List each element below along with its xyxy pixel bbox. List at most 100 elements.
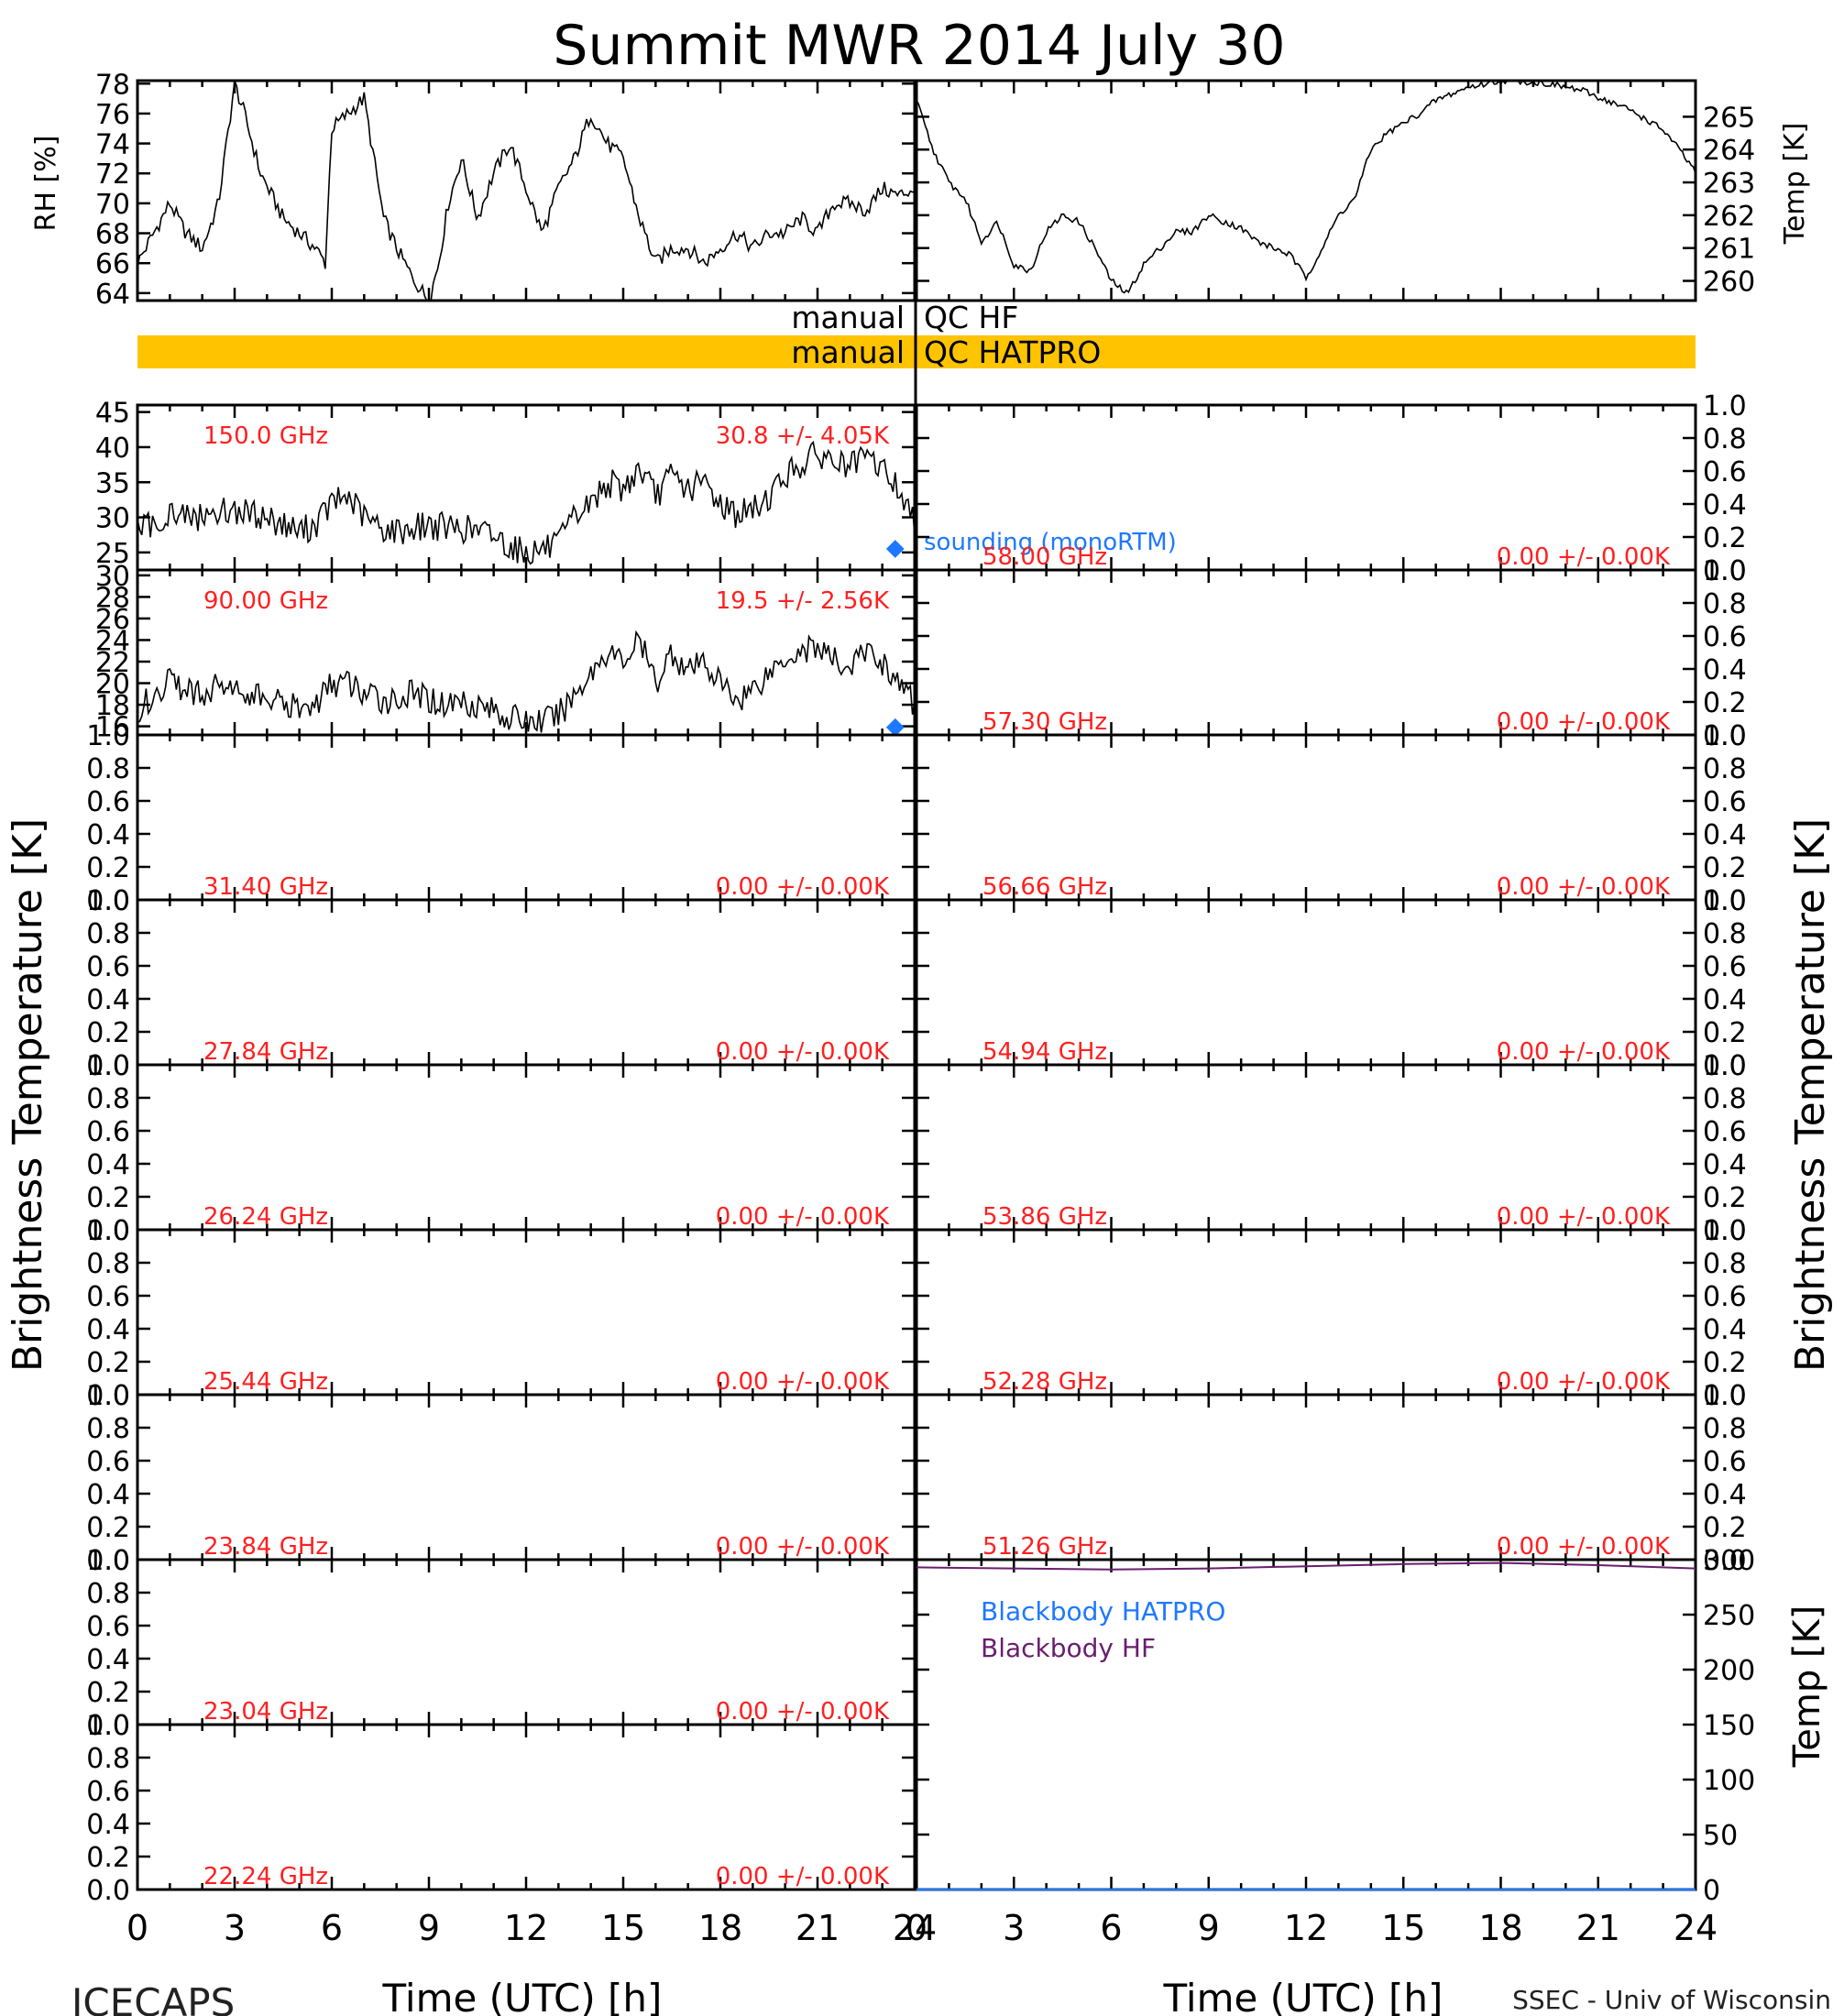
y-tick-label: 0.6 [86, 1776, 130, 1808]
temp-bottom-axis-label: Temp [K] [1786, 1605, 1828, 1769]
y-tick-label: 1.0 [86, 1380, 130, 1412]
channel-label: 26.24 GHz [203, 1203, 328, 1231]
panel-tb_57-30: 0.00.20.40.60.81.057.30 GHz 0.00 +/- 0.00… [915, 555, 1747, 752]
y-tick-label: 0.0 [86, 1380, 130, 1412]
stats-label: 19.5 +/- 2.56K [716, 587, 890, 615]
y-tick-label: 0.2 [86, 1017, 130, 1049]
y-tick-label: 70 [95, 189, 130, 221]
stats-label: 0.00 +/- 0.00K [716, 1698, 890, 1726]
stats-label: 0.00 +/- 0.00K [1497, 543, 1671, 571]
y-tick-label: 68 [95, 219, 130, 251]
y-tick-label: 22 [95, 647, 130, 679]
x-tick-label: 15 [601, 1908, 645, 1948]
stats-label: 0.00 +/- 0.00K [716, 1368, 890, 1396]
chart-title: Summit MWR 2014 July 30 [553, 14, 1285, 78]
y-tick-label: 30 [95, 503, 130, 535]
y-tick-label: 0 [1703, 1875, 1720, 1907]
y-tick-label: 0.6 [86, 1281, 130, 1313]
y-tick-label: 35 [95, 467, 130, 499]
x-tick-label: 18 [698, 1908, 742, 1948]
y-tick-label: 0.2 [86, 1347, 130, 1379]
channel-label: 53.86 GHz [982, 1203, 1107, 1231]
footer-left: ICECAPS [71, 1980, 235, 2016]
y-tick-label: 150 [1703, 1710, 1755, 1742]
y-tick-label: 0.0 [1703, 555, 1747, 587]
y-tick-label: 0.8 [86, 1743, 130, 1775]
y-tick-label: 0.6 [1703, 786, 1747, 818]
y-tick-label: 260 [1703, 267, 1755, 299]
y-tick-label: 0.0 [86, 1545, 130, 1577]
y-tick-label: 0.2 [1703, 852, 1747, 884]
stats-label: 0.00 +/- 0.00K [1497, 1038, 1671, 1066]
panel-tb_23-84: 0.00.20.40.60.81.023.84 GHz 0.00 +/- 0.00… [86, 1380, 916, 1577]
y-tick-label: 0.2 [86, 1677, 130, 1709]
y-tick-label: 1.0 [86, 885, 130, 917]
y-tick-label: 0.0 [86, 1050, 130, 1082]
y-tick-label: 0.0 [1703, 1545, 1747, 1577]
y-tick-label: 66 [95, 248, 130, 280]
panel-tb_25-44: 0.00.20.40.60.81.025.44 GHz 0.00 +/- 0.00… [86, 1215, 916, 1412]
sounding-marker [885, 540, 905, 558]
x-tick-label: 18 [1478, 1908, 1522, 1948]
y-tick-label: 78 [95, 69, 130, 101]
y-tick-label: 1.0 [86, 1545, 130, 1577]
x-axis-label-right: Time (UTC) [h] [1163, 1976, 1443, 2016]
channel-label: 23.04 GHz [203, 1698, 328, 1726]
y-tick-label: 0.4 [86, 1644, 130, 1676]
channel-label: 52.28 GHz [982, 1368, 1107, 1396]
y-tick-label: 74 [95, 129, 130, 161]
y-tick-label: 0.8 [86, 918, 130, 950]
y-tick-label: 0.8 [1703, 753, 1747, 785]
sounding-marker [885, 718, 905, 737]
y-tick-label: 1.0 [1703, 1050, 1747, 1082]
right-y-axis-label: Brightness Temperature [K] [1787, 818, 1833, 1372]
y-tick-label: 0.2 [86, 852, 130, 884]
x-tick-label: 24 [1674, 1908, 1718, 1948]
stats-label: 0.00 +/- 0.00K [1497, 1368, 1671, 1396]
y-tick-label: 0.8 [86, 753, 130, 785]
y-tick-label: 18 [95, 690, 130, 722]
y-tick-label: 0.0 [86, 1875, 130, 1907]
y-tick-label: 24 [95, 625, 130, 657]
y-tick-label: 0.8 [1703, 1413, 1747, 1445]
panel-tb_54-94: 0.00.20.40.60.81.054.94 GHz 0.00 +/- 0.00… [915, 885, 1747, 1082]
y-tick-label: 1.0 [86, 720, 130, 752]
y-tick-label: 100 [1703, 1765, 1755, 1797]
y-tick-label: 0.0 [1703, 1215, 1747, 1247]
y-tick-label: 0.2 [1703, 522, 1747, 554]
y-tick-label: 0.4 [86, 1314, 130, 1346]
y-tick-label: 0.6 [1703, 1116, 1747, 1148]
y-tick-label: 0.4 [1703, 1314, 1747, 1346]
stats-label: 0.00 +/- 0.00K [1497, 873, 1671, 901]
y-tick-label: 0.8 [86, 1248, 130, 1280]
panel-tb_56-66: 0.00.20.40.60.81.056.66 GHz 0.00 +/- 0.00… [915, 720, 1747, 917]
series-line-0 [137, 630, 916, 733]
y-tick-label: 0.6 [86, 786, 130, 818]
qc-hf-right: QC HF [924, 300, 1018, 335]
y-tick-label: 0.4 [1703, 489, 1747, 521]
stats-label: 0.00 +/- 0.00K [716, 1863, 890, 1890]
y-tick-label: 0.2 [86, 1842, 130, 1874]
x-tick-label: 3 [224, 1908, 246, 1948]
x-tick-label: 21 [796, 1908, 840, 1948]
y-tick-label: 20 [95, 669, 130, 701]
y-tick-label: 0.8 [1703, 588, 1747, 620]
y-tick-label: 28 [95, 582, 130, 614]
y-tick-label: 0.2 [1703, 687, 1747, 719]
y-tick-label: 0.6 [1703, 621, 1747, 653]
y-tick-label: 40 [95, 433, 130, 465]
y-tick-label: 0.4 [1703, 1479, 1747, 1511]
legend-blackbody-hatpro: Blackbody HATPRO [981, 1596, 1225, 1627]
y-tick-label: 200 [1703, 1655, 1755, 1687]
y-tick-label: 26 [95, 604, 130, 636]
x-tick-label: 15 [1381, 1908, 1425, 1948]
y-tick-label: 0.2 [1703, 1512, 1747, 1544]
y-tick-label: 50 [1703, 1820, 1738, 1852]
y-tick-label: 0.4 [86, 1479, 130, 1511]
x-tick-label: 21 [1576, 1908, 1620, 1948]
x-tick-label: 6 [1100, 1908, 1122, 1948]
